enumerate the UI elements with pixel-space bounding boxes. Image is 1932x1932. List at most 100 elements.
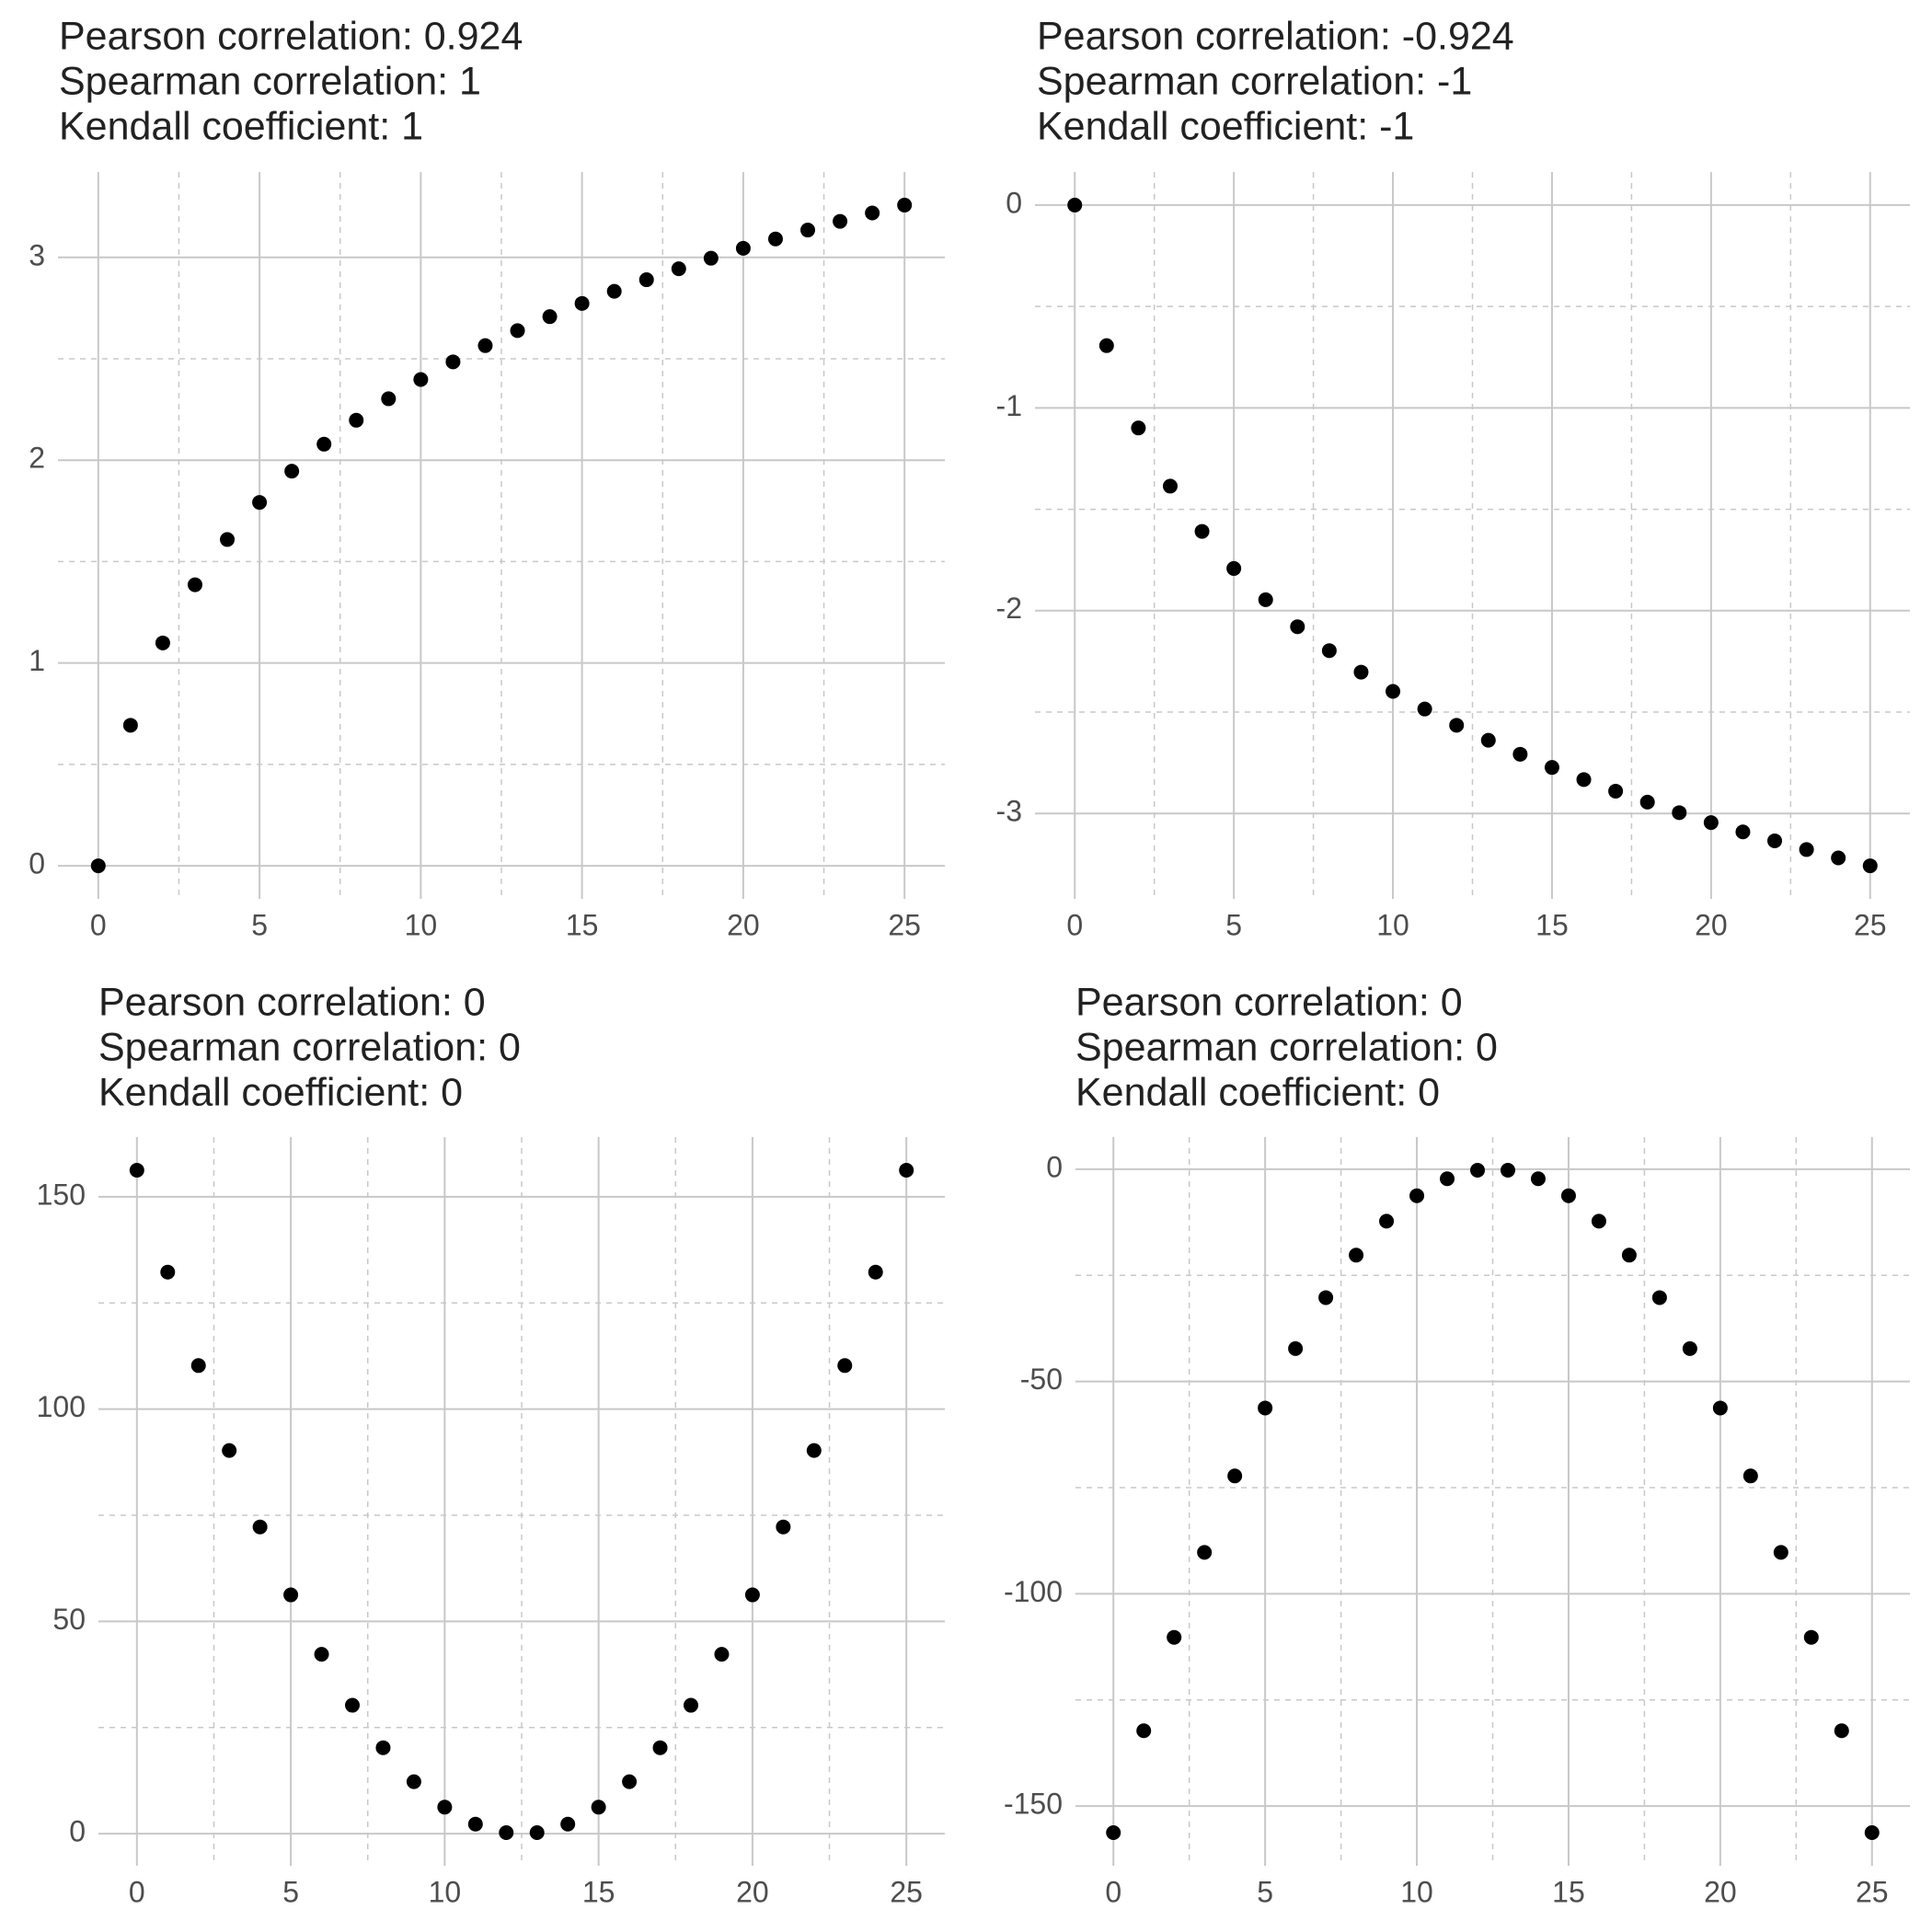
point (155, 635, 170, 650)
point (1480, 732, 1496, 748)
x-tick-label: 5 (1225, 908, 1242, 941)
point (510, 323, 525, 339)
point (1167, 1629, 1182, 1645)
y-tick-label: 100 (37, 1390, 86, 1423)
point (1742, 1468, 1758, 1484)
point (314, 1647, 329, 1662)
point (375, 1740, 391, 1755)
point (129, 1163, 144, 1178)
point (767, 231, 783, 247)
panel-title: Spearman correlation: 1 (59, 59, 481, 103)
x-tick-label: 15 (1552, 1875, 1585, 1908)
point (1226, 560, 1242, 576)
x-tick-label: 25 (888, 908, 921, 941)
x-tick-label: 20 (1695, 908, 1728, 941)
point (1512, 746, 1528, 762)
point (1067, 197, 1083, 213)
point (1767, 833, 1783, 848)
point (806, 1443, 822, 1458)
point (1409, 1188, 1425, 1203)
point (1639, 794, 1655, 810)
x-tick-label: 5 (1257, 1875, 1273, 1908)
point (1773, 1545, 1788, 1560)
panel-title: Pearson correlation: 0.924 (59, 14, 523, 58)
panel-title: Kendall coefficient: 1 (59, 104, 423, 148)
point (1591, 1213, 1606, 1229)
point (1288, 1340, 1304, 1356)
x-tick-label: 15 (1535, 908, 1569, 941)
x-tick-label: 20 (1704, 1875, 1737, 1908)
point (1197, 1545, 1213, 1560)
point (284, 464, 300, 479)
point (833, 213, 848, 229)
point (638, 272, 654, 288)
point (1162, 478, 1178, 494)
point (703, 250, 719, 266)
point (776, 1519, 791, 1535)
point (477, 338, 493, 353)
point (316, 436, 332, 452)
point (122, 718, 138, 733)
x-tick-label: 25 (1856, 1875, 1889, 1908)
point (1290, 619, 1305, 635)
panel-title: Kendall coefficient: 0 (98, 1070, 463, 1114)
point (1703, 815, 1719, 831)
x-tick-label: 10 (429, 1875, 462, 1908)
point (684, 1697, 698, 1713)
point (349, 412, 364, 428)
x-tick-label: 0 (1105, 1875, 1121, 1908)
point (1098, 338, 1114, 353)
panel-title: Kendall coefficient: 0 (1075, 1070, 1440, 1114)
point (1258, 592, 1273, 607)
point (1440, 1171, 1455, 1187)
x-tick-label: 15 (582, 1875, 615, 1908)
point (1194, 523, 1210, 539)
point (591, 1800, 606, 1815)
panel-title: Spearman correlation: 0 (1075, 1025, 1498, 1069)
point (381, 391, 397, 407)
point (437, 1800, 453, 1815)
x-tick-label: 20 (727, 908, 760, 941)
point (1799, 842, 1814, 857)
point (1349, 1248, 1364, 1263)
point (1544, 760, 1559, 776)
point (652, 1740, 668, 1755)
y-tick-label: -100 (1004, 1575, 1063, 1608)
point (90, 858, 106, 874)
point (1803, 1629, 1819, 1645)
point (1449, 718, 1465, 733)
point (1560, 1188, 1576, 1203)
y-tick-label: 3 (29, 238, 45, 271)
point (1379, 1213, 1395, 1229)
x-tick-label: 10 (1376, 908, 1409, 941)
point (1386, 684, 1401, 699)
point (735, 240, 751, 256)
x-tick-label: 25 (890, 1875, 923, 1908)
y-tick-label: -150 (1004, 1788, 1063, 1821)
point (671, 261, 686, 277)
point (1131, 420, 1146, 436)
point (1106, 1825, 1121, 1840)
point (1608, 783, 1624, 799)
x-tick-label: 10 (405, 908, 438, 941)
point (1834, 1723, 1849, 1739)
point (160, 1264, 176, 1280)
x-tick-label: 5 (251, 908, 268, 941)
x-tick-label: 25 (1854, 908, 1887, 941)
point (467, 1816, 483, 1832)
point (622, 1774, 638, 1789)
x-tick-label: 0 (1066, 908, 1083, 941)
point (574, 295, 590, 311)
point (897, 197, 913, 213)
y-tick-label: 0 (1006, 186, 1022, 219)
y-tick-label: 0 (69, 1815, 86, 1848)
point (606, 283, 622, 299)
x-tick-label: 10 (1400, 1875, 1433, 1908)
point (1136, 1723, 1152, 1739)
y-tick-label: -2 (996, 592, 1022, 625)
y-tick-label: 2 (29, 442, 45, 475)
point (1862, 858, 1878, 874)
